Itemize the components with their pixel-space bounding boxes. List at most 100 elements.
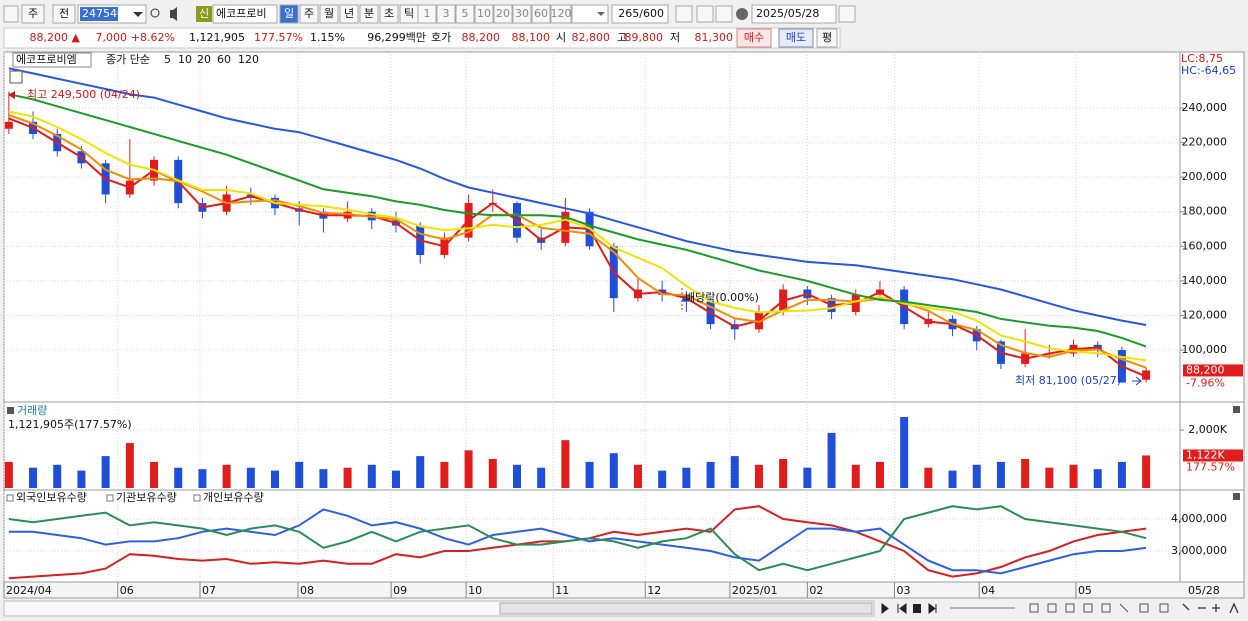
avg-button[interactable] <box>816 28 838 48</box>
code-dropdown[interactable] <box>133 12 143 17</box>
volume-title: 거래량 <box>17 404 47 417</box>
stock-name: 에코프로비 <box>216 7 267 20</box>
count-button[interactable] <box>550 4 572 24</box>
sell-button[interactable] <box>778 28 814 48</box>
period-button[interactable] <box>21 4 45 24</box>
volume-bar <box>1069 464 1078 488</box>
interval-label: 일 <box>284 6 294 20</box>
high-arrow <box>8 91 15 99</box>
chart-area <box>3 51 1245 583</box>
count-button[interactable] <box>436 4 456 24</box>
range-box[interactable] <box>611 4 669 24</box>
prev-button[interactable] <box>52 4 76 24</box>
count-button[interactable] <box>455 4 475 24</box>
count-label: 5 <box>462 7 469 20</box>
count-button[interactable] <box>512 4 532 24</box>
legend-entry: 10 <box>178 53 192 66</box>
interval-button[interactable] <box>299 4 319 24</box>
settings-icon[interactable] <box>736 8 748 20</box>
title-box <box>12 52 92 68</box>
holding-line <box>8 505 1147 572</box>
legend-entry: 외국인보유수량 <box>16 491 87 504</box>
interval-button[interactable] <box>319 4 339 24</box>
panel-close[interactable] <box>1233 406 1240 413</box>
volume-bar <box>682 467 691 488</box>
low-annotation: 최저 81,100 (05/27) <box>1015 374 1121 387</box>
buy-button[interactable] <box>736 28 772 48</box>
calendar-icon[interactable] <box>838 5 856 23</box>
moving-average-line <box>8 113 1147 369</box>
volume-bar <box>150 461 159 488</box>
sell-label: 매도 <box>786 31 806 44</box>
high-annotation: 최고 249,500 (04/24) <box>27 88 140 101</box>
count-button[interactable] <box>493 4 513 24</box>
zoom-icons[interactable] <box>1182 602 1239 614</box>
count-label: 3 <box>443 7 450 20</box>
sound-icon[interactable] <box>170 7 177 21</box>
play-button[interactable] <box>928 603 937 614</box>
volume-bar <box>754 464 763 488</box>
legend-swatch <box>106 494 114 502</box>
save-icon[interactable] <box>715 5 733 23</box>
volume-bar <box>1117 461 1126 488</box>
interval-button[interactable] <box>339 4 359 24</box>
date-box[interactable] <box>751 4 837 24</box>
candle-body <box>1142 370 1151 380</box>
volume-bar <box>246 467 255 488</box>
count-button[interactable] <box>474 4 494 24</box>
volume-bar <box>53 464 62 488</box>
volume-bar <box>440 461 449 488</box>
legend-entry: 60 <box>217 53 231 66</box>
x-tick-label: 03 <box>896 584 910 597</box>
ask: 88,200 <box>462 31 501 44</box>
tool-icons[interactable] <box>1029 603 1169 613</box>
panel-close[interactable] <box>1233 493 1240 500</box>
interval-button[interactable] <box>359 4 379 24</box>
y-tick-label: 3,000,000 <box>1171 544 1227 557</box>
volume-bar <box>779 459 788 488</box>
draw-icon[interactable] <box>696 5 714 23</box>
plot: 2024/04 06 07 08 09 10 11 12 2025/01 02 03 04 05 100,… <box>3 52 1243 598</box>
volume-bar <box>29 467 38 488</box>
open: 82,800 <box>572 31 611 44</box>
stop-button[interactable] <box>913 604 921 613</box>
legend-swatch <box>193 494 201 502</box>
volume-bar <box>972 464 981 488</box>
calc-icon[interactable] <box>9 70 23 84</box>
legend-swatch <box>6 494 14 502</box>
legend-entry: 개인보유수량 <box>203 491 264 504</box>
chart-type-icon[interactable] <box>675 5 693 23</box>
lc-label: LC:8,75 <box>1181 52 1223 65</box>
count-label: 1 <box>424 7 431 20</box>
count-button[interactable] <box>417 4 437 24</box>
volume-bar <box>174 467 183 488</box>
volume: 1,121,905 <box>189 31 245 44</box>
low: 81,300 <box>695 31 734 44</box>
interval-button[interactable] <box>379 4 399 24</box>
interval-button[interactable] <box>279 4 299 24</box>
search-icon[interactable] <box>150 8 160 18</box>
name-box[interactable] <box>212 4 278 24</box>
scroll-thumb[interactable] <box>499 602 873 615</box>
volume-bar <box>730 456 739 488</box>
volume-bar <box>924 467 933 488</box>
high-label: 고 <box>617 31 627 44</box>
y-tick-label: 140,000 <box>1182 274 1228 287</box>
last-change-label: -7.96% <box>1186 376 1225 389</box>
volume-bar <box>512 464 521 488</box>
count-label: 10 <box>477 7 491 20</box>
menu-icon[interactable] <box>3 5 19 23</box>
bid: 88,100 <box>512 31 551 44</box>
scroll-nav[interactable] <box>881 603 907 614</box>
y-tick-label: 2,000K <box>1188 423 1227 436</box>
code-text: 247540 <box>82 7 124 20</box>
count-button[interactable] <box>531 4 551 24</box>
dropdown-arrow <box>597 12 605 16</box>
x-tick-label: 07 <box>202 584 216 597</box>
count-dropdown[interactable] <box>571 4 609 24</box>
last-volume-box <box>1183 449 1243 462</box>
volume-bar <box>295 461 304 488</box>
moving-average-line <box>8 93 1147 348</box>
code-selection <box>80 7 118 21</box>
